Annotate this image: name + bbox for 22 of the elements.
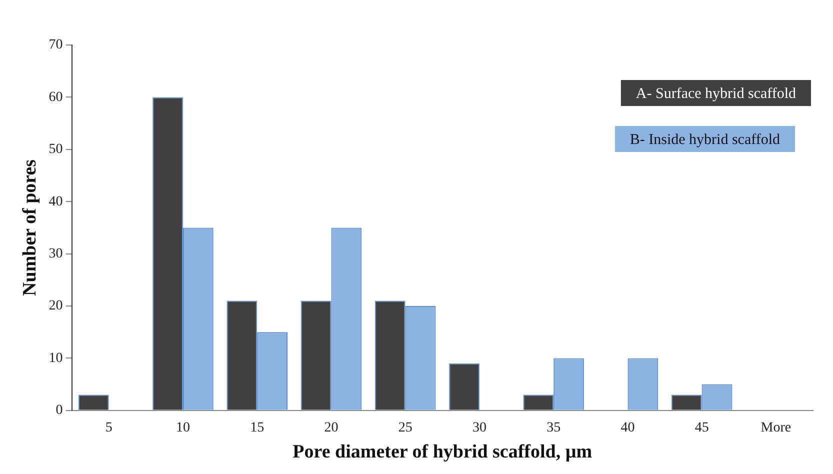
x-tick-label: 10 [176, 420, 190, 436]
y-tick-label: 0 [56, 403, 63, 418]
x-tick-label: 40 [620, 420, 635, 436]
text: B- Inside hybrid scaffold [630, 132, 780, 148]
y-tick-label: 60 [48, 90, 63, 105]
y-tick-label: 30 [48, 246, 63, 262]
x-tick-label: 30 [472, 420, 486, 436]
y-tick-label: 50 [48, 142, 63, 158]
x-tick-label: 25 [398, 420, 412, 436]
y-tick-label: 40 [48, 194, 63, 210]
x-tick-label: 45 [694, 420, 709, 436]
x-axis-title: Pore diameter of hybrid scaffold, µm [292, 442, 592, 463]
x-tick-label: 15 [250, 420, 264, 436]
y-tick-label: 70 [48, 38, 63, 53]
y-axis-title: Number of pores [19, 159, 40, 296]
text: A- Surface hybrid scaffold [636, 86, 796, 102]
x-tick-label: 20 [324, 420, 338, 436]
x-tick-label: 5 [105, 420, 112, 436]
y-tick-label: 20 [48, 298, 63, 314]
x-tick-label: More [760, 420, 792, 436]
y-tick-label: 10 [48, 350, 63, 366]
x-tick-label: 35 [546, 420, 561, 436]
